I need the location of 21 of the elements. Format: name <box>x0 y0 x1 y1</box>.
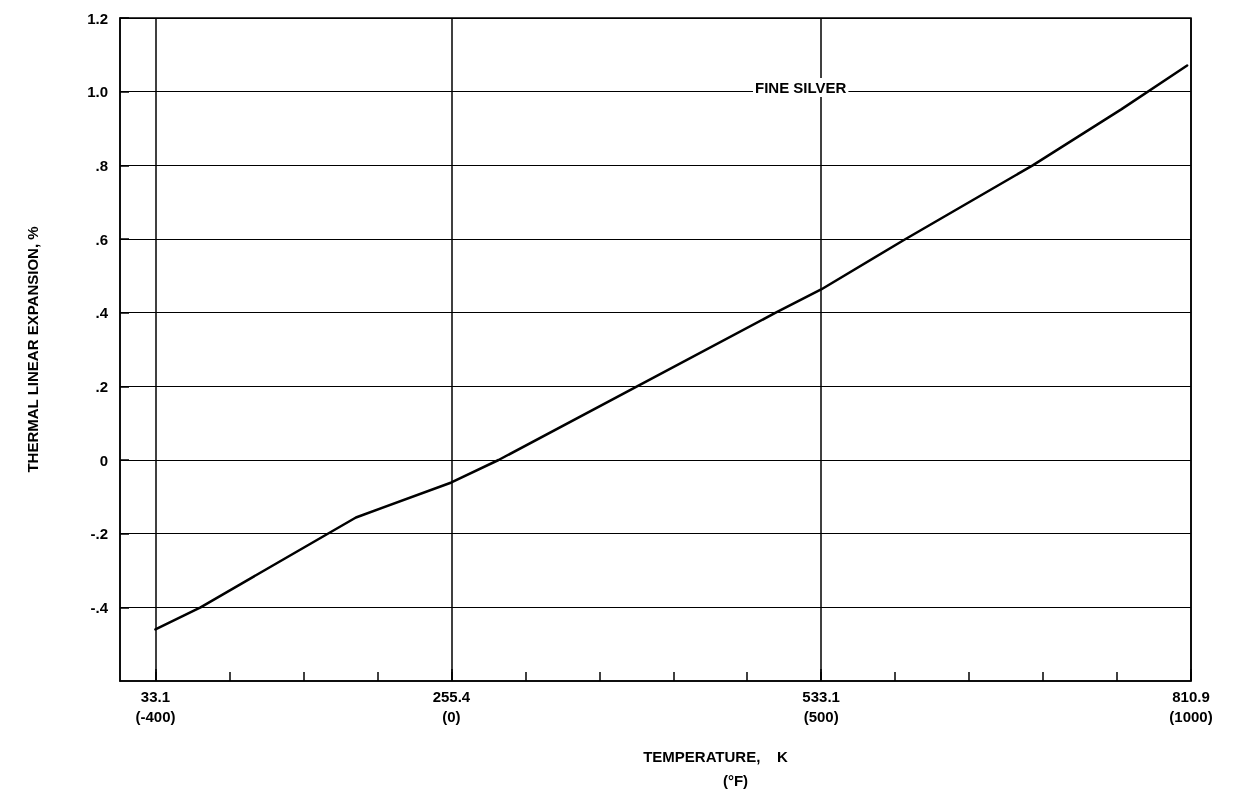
y-tick-label: .8 <box>95 156 108 174</box>
x2-tick-label: (500) <box>803 708 839 725</box>
y-tick-label: .2 <box>95 377 108 395</box>
x-tick-label: 533.1 <box>802 688 840 705</box>
x-tick-label: 255.4 <box>432 688 471 705</box>
x-tick-label: 33.1 <box>140 688 171 705</box>
text: FINE SILVER <box>755 79 847 96</box>
y-axis-title: THERMAL LINEAR EXPANSION, % <box>24 226 41 473</box>
y-tick-label: -.4 <box>90 598 109 616</box>
y-tick-label: .6 <box>95 230 108 248</box>
y-tick-label: -.2 <box>90 525 108 543</box>
x-axis-title: TEMPERATURE, K <box>643 748 789 765</box>
x-tick-label: 810.9 <box>1172 688 1210 705</box>
x2-tick-label: (0) <box>442 708 461 725</box>
y-tick-label: 1.2 <box>87 9 108 27</box>
y-tick-label: 1.0 <box>87 83 108 101</box>
y-tick-label: .4 <box>95 304 109 322</box>
y-tick-label: 0 <box>99 451 108 469</box>
x2-axis-title: (°F) <box>722 772 749 789</box>
x2-tick-label: (1000) <box>1169 708 1213 725</box>
x2-tick-label: (-400) <box>135 708 176 725</box>
